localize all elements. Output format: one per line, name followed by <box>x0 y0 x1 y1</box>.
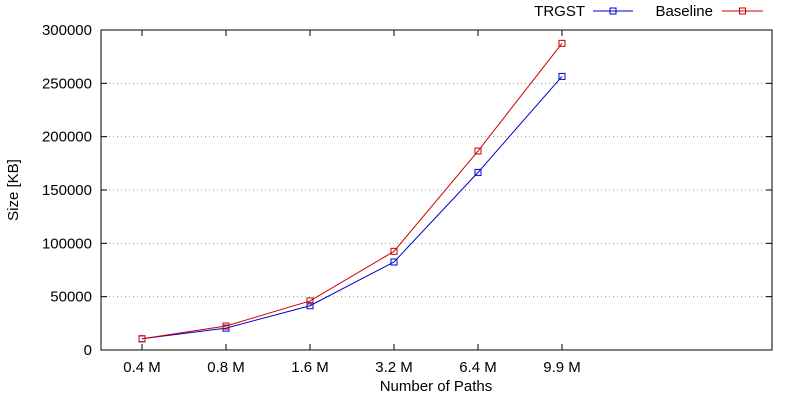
data-point <box>390 258 398 266</box>
data-point <box>474 168 482 176</box>
y-tick-label: 0 <box>84 342 92 359</box>
x-tick-label: 3.2 M <box>375 359 413 376</box>
series-trgst <box>138 72 566 343</box>
legend-label: TRGST <box>534 3 585 20</box>
legend-marker <box>739 7 746 15</box>
legend-item-trgst: TRGST <box>534 3 633 20</box>
series-line <box>141 43 563 340</box>
y-axis-ticks: 0 50000 100000 150000 200000 250000 300000 <box>42 22 772 359</box>
grid-lines <box>101 82 772 298</box>
data-point <box>474 147 482 155</box>
series-baseline <box>138 39 566 343</box>
y-tick-label: 100000 <box>42 235 92 252</box>
data-point <box>222 322 230 330</box>
x-tick-label: 1.6 M <box>291 359 329 376</box>
legend-item-baseline: Baseline <box>655 3 763 20</box>
x-axis-ticks: 0.4 M 0.8 M 1.6 M 3.2 M 6.4 M 9.9 M <box>123 30 581 376</box>
data-point <box>306 302 314 310</box>
data-point <box>558 39 566 47</box>
legend-label: Baseline <box>655 3 713 20</box>
legend: TRGST Baseline <box>534 3 763 20</box>
x-tick-label: 6.4 M <box>459 359 497 376</box>
y-tick-label: 50000 <box>50 289 92 306</box>
y-tick-label: 150000 <box>42 182 92 199</box>
y-axis-title: Size [KB] <box>5 159 22 221</box>
series-layer <box>138 39 566 343</box>
legend-marker <box>609 7 617 15</box>
x-tick-label: 0.4 M <box>123 359 161 376</box>
data-point <box>558 72 566 80</box>
series-line <box>141 76 563 340</box>
x-axis-title: Number of Paths <box>380 378 493 395</box>
y-tick-label: 250000 <box>42 75 92 92</box>
x-tick-label: 0.8 M <box>207 359 245 376</box>
data-point <box>390 247 398 255</box>
y-tick-label: 200000 <box>42 129 92 146</box>
y-tick-label: 300000 <box>42 22 92 39</box>
data-point <box>306 297 314 305</box>
data-point <box>138 335 146 343</box>
x-tick-label: 9.9 M <box>543 359 581 376</box>
